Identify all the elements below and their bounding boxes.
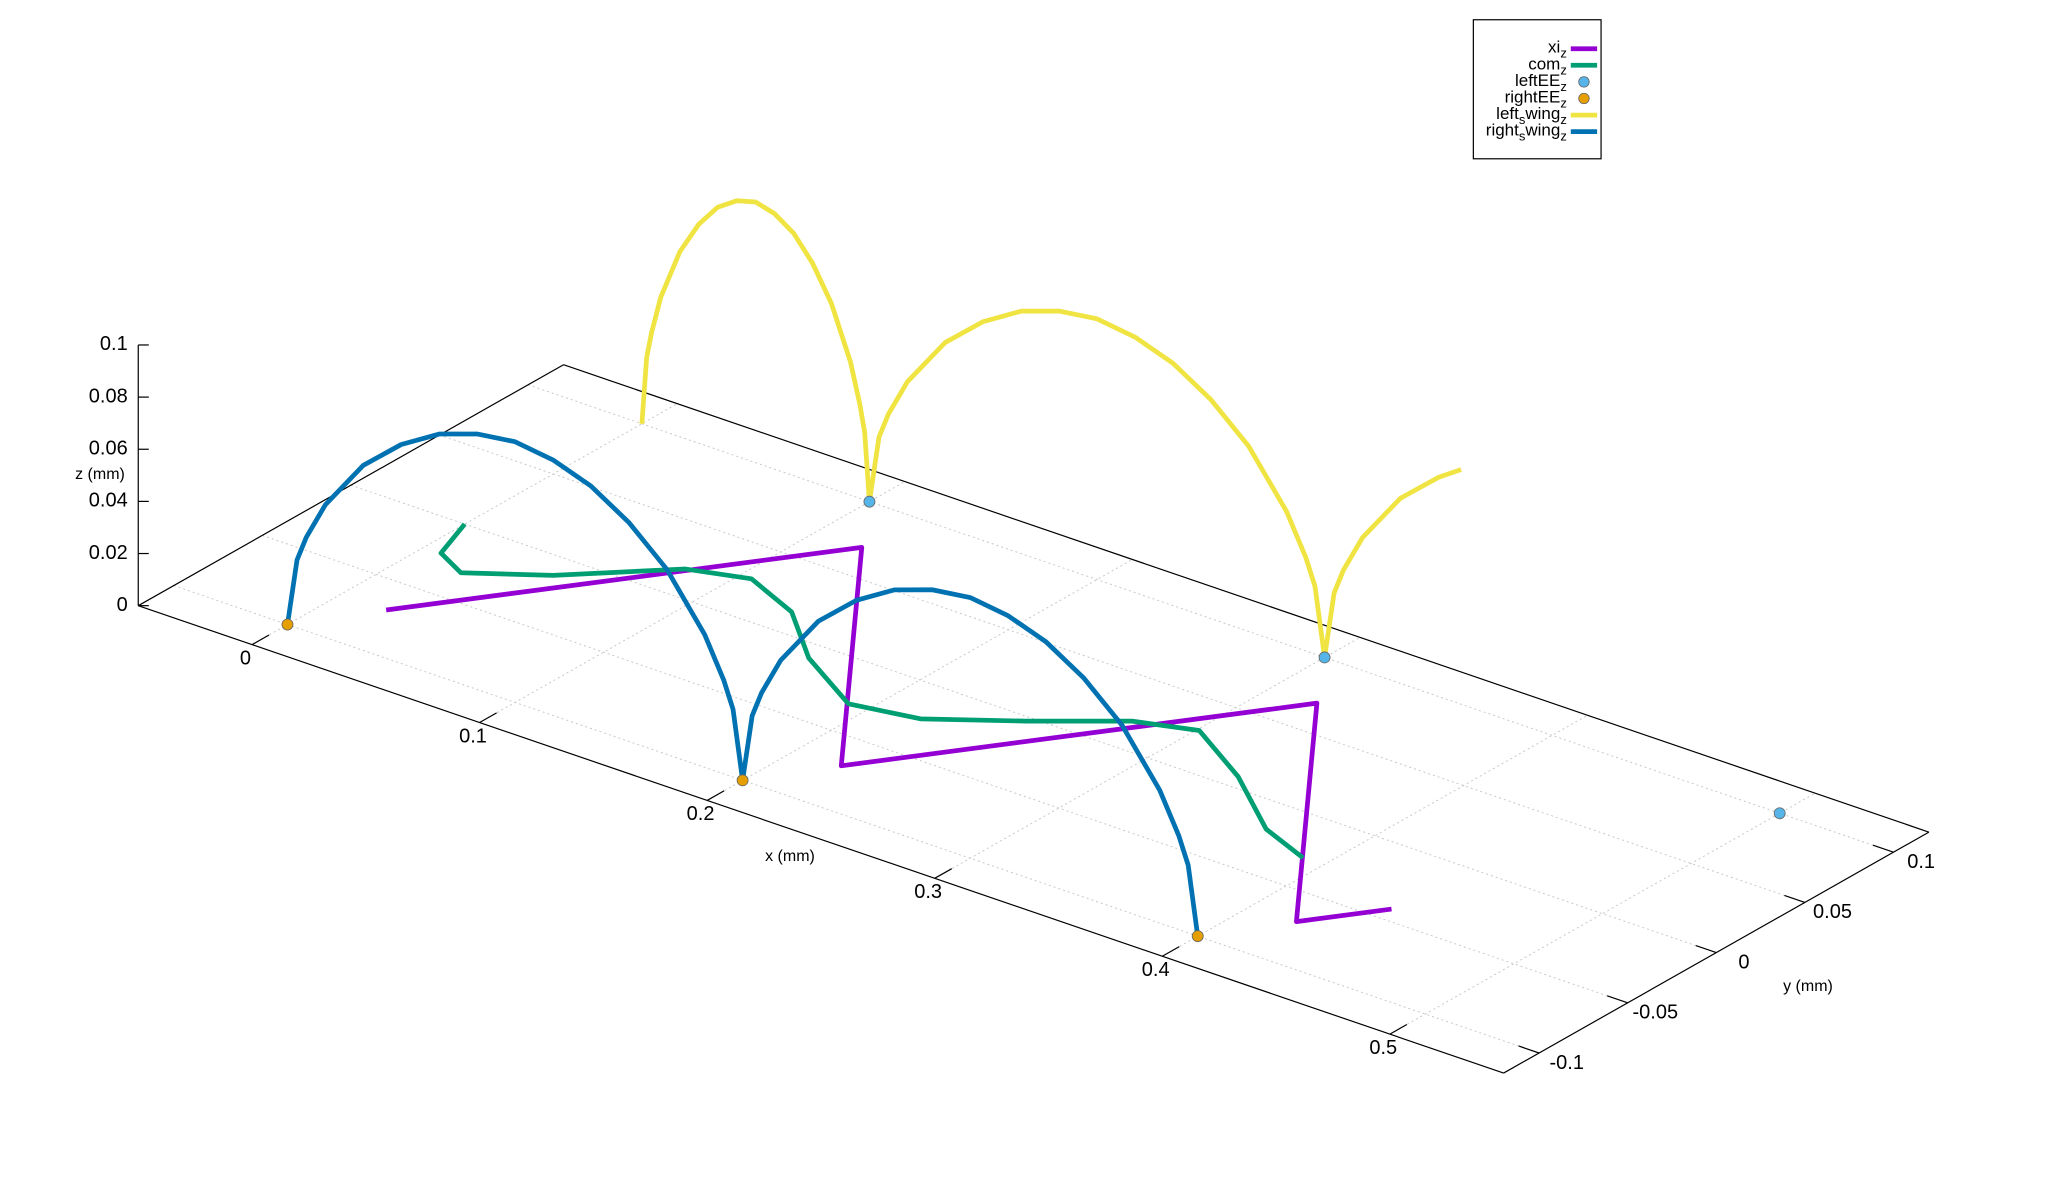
y-tick-label: 0.05 <box>1813 901 1852 923</box>
axis-line <box>137 364 564 607</box>
grid-line <box>251 403 678 646</box>
series-line <box>438 522 1305 860</box>
z-axis-title: z (mm) <box>75 466 125 483</box>
z-tick-label: 0.1 <box>100 333 128 355</box>
grid-line <box>173 585 1540 1054</box>
grid-line <box>1389 792 1816 1035</box>
x-tick-label: 0 <box>240 647 251 669</box>
y-tick <box>1872 844 1894 853</box>
x-tick <box>1389 1023 1408 1035</box>
grid-line <box>262 534 1628 1004</box>
z-tick-label: 0.06 <box>89 438 128 460</box>
plot-area <box>281 198 1786 943</box>
data-point <box>736 774 749 787</box>
x-tick <box>251 634 270 646</box>
axis-line <box>138 605 1504 1074</box>
x-tick-label: 0.1 <box>459 725 487 747</box>
axes: 0 0.1 0.2 0.3 0.4 0.5 -0.1 -0.05 0 0.05 0.1 0 0.02 0.… <box>89 333 1935 1074</box>
z-tick-label: 0 <box>117 594 128 616</box>
x-tick-label: 0.3 <box>914 881 942 903</box>
x-axis-title: x (mm) <box>765 848 815 865</box>
legend-marker <box>1578 92 1590 105</box>
z-tick-label: 0.04 <box>89 490 128 512</box>
y-tick <box>1606 995 1628 1004</box>
grid-line <box>934 636 1361 879</box>
legend-label: leftswingz <box>1496 105 1567 128</box>
legend-label: rightswingz <box>1486 121 1567 144</box>
x-tick <box>1161 946 1180 957</box>
data-point <box>1773 807 1786 820</box>
axis-line <box>1503 831 1930 1074</box>
grid-line <box>706 559 1133 801</box>
z-tick-label: 0.02 <box>89 542 128 564</box>
grid-line <box>527 384 1894 853</box>
y-tick-label: 0.1 <box>1907 851 1935 873</box>
y-tick <box>1784 894 1806 903</box>
series-line <box>385 544 1392 924</box>
legend: xizcomzleftEEzrightEEzleftswingzrightswi… <box>1472 19 1602 160</box>
y-tick-label: 0 <box>1738 951 1749 973</box>
x-tick <box>934 868 953 879</box>
data-point <box>1318 651 1331 664</box>
x-tick <box>706 790 725 801</box>
legend-label: xiz <box>1548 38 1567 61</box>
legend-label: leftEEz <box>1515 71 1567 94</box>
data-point <box>863 495 876 508</box>
legend-marker <box>1578 76 1590 88</box>
y-tick-label: -0.1 <box>1549 1052 1583 1074</box>
y-tick <box>1695 945 1717 954</box>
y-axis-title: y (mm) <box>1783 978 1833 995</box>
series-line <box>639 198 1462 660</box>
data-point <box>1191 930 1204 943</box>
legend-label: rightEEz <box>1505 88 1567 111</box>
grid-line <box>479 481 906 723</box>
x-tick <box>479 712 497 724</box>
z-tick-label: 0.08 <box>89 385 128 407</box>
x-tick-label: 0.5 <box>1369 1037 1397 1059</box>
legend-label: comz <box>1528 55 1567 78</box>
y-tick-label: -0.05 <box>1633 1002 1679 1024</box>
y-tick <box>1518 1045 1540 1054</box>
grid-line <box>1162 714 1588 957</box>
grid-line <box>439 434 1806 903</box>
data-point <box>281 618 294 631</box>
axis-line <box>563 364 1930 833</box>
legend-box <box>1472 19 1602 160</box>
x-tick-label: 0.4 <box>1142 959 1170 981</box>
x-tick-label: 0.2 <box>687 803 715 825</box>
